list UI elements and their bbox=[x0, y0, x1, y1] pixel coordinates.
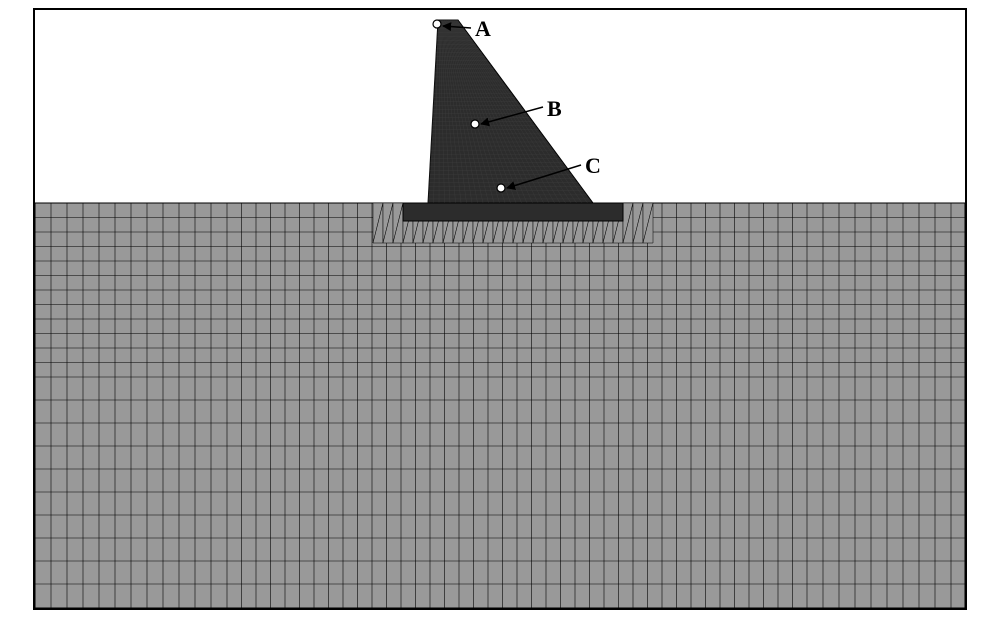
label-a: A bbox=[475, 16, 491, 42]
label-b: B bbox=[547, 96, 562, 122]
mesh-svg bbox=[33, 8, 967, 610]
fem-diagram: A B C bbox=[33, 8, 967, 610]
label-c: C bbox=[585, 153, 601, 179]
